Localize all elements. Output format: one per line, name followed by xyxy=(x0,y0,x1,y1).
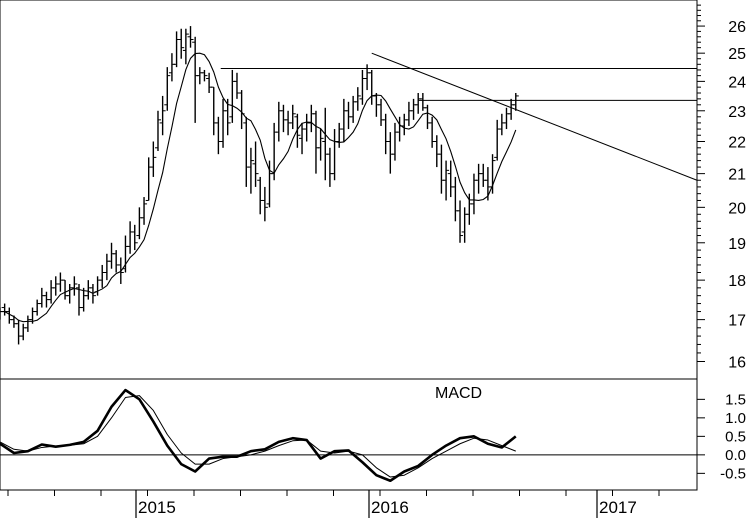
year-label: 2015 xyxy=(138,498,176,517)
year-label: 2017 xyxy=(599,498,637,517)
price-tick-label: 19 xyxy=(728,236,746,253)
price-tick-label: 24 xyxy=(728,74,746,91)
price-overlays xyxy=(0,52,698,323)
year-label: 2016 xyxy=(371,498,409,517)
macd-axis: 1.5 1.00.5 0.0-0.5 xyxy=(0,391,746,482)
macd-line xyxy=(0,388,517,483)
price-axis: 16 17 18 19 20 21 22 23 24 25 26 xyxy=(697,4,746,372)
macd-tick-label: 0.0 xyxy=(725,447,746,464)
macd-tick-label: 1.0 xyxy=(725,410,746,427)
price-tick-label: 21 xyxy=(728,167,746,184)
macd-tick-label: 0.5 xyxy=(725,428,746,445)
macd-panel-frame xyxy=(0,378,698,491)
downtrend-line xyxy=(371,52,698,181)
price-tick-label: 22 xyxy=(728,134,746,151)
macd-tick-label: -0.5 xyxy=(720,465,746,482)
price-tick-label: 20 xyxy=(728,200,746,217)
macd-tick-label: 1.5 xyxy=(725,391,746,408)
time-axis: 2015 2016 2017 xyxy=(7,490,660,518)
price-panel-frame xyxy=(0,0,698,380)
price-tick-label: 18 xyxy=(728,273,746,290)
price-bars xyxy=(0,26,519,345)
price-tick-label: 23 xyxy=(728,104,746,121)
macd-label: MACD xyxy=(435,385,482,402)
price-tick-label: 25 xyxy=(728,46,746,63)
macd-lines xyxy=(0,388,517,483)
signal-line xyxy=(0,395,516,478)
price-tick-label: 16 xyxy=(728,355,746,372)
price-tick-label: 17 xyxy=(728,313,746,330)
price-tick-label: 26 xyxy=(728,19,746,36)
moving-average-line xyxy=(0,52,517,323)
